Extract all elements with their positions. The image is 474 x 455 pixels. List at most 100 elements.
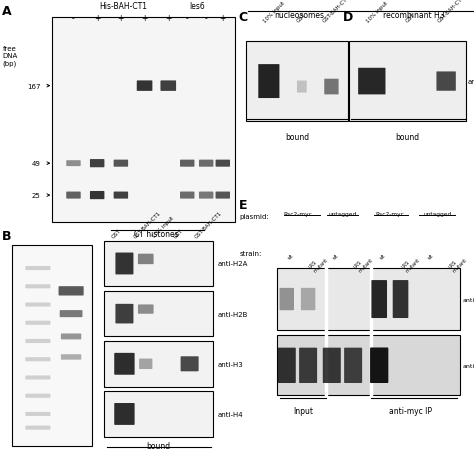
Text: +: + (219, 14, 226, 23)
Text: +: + (141, 14, 148, 23)
Text: +: + (165, 14, 172, 23)
FancyBboxPatch shape (301, 288, 315, 311)
Text: GST-BAH-CT1: GST-BAH-CT1 (133, 210, 162, 239)
FancyBboxPatch shape (25, 339, 51, 343)
FancyBboxPatch shape (372, 280, 387, 318)
Text: +: + (94, 14, 100, 23)
Text: bound: bound (147, 441, 171, 450)
FancyBboxPatch shape (180, 192, 194, 199)
FancyBboxPatch shape (370, 348, 388, 383)
FancyBboxPatch shape (180, 160, 194, 167)
Text: 25: 25 (32, 192, 40, 199)
FancyBboxPatch shape (115, 253, 133, 275)
Text: untagged: untagged (328, 212, 356, 217)
Text: LRS
mutant: LRS mutant (353, 253, 374, 273)
FancyBboxPatch shape (160, 81, 176, 91)
FancyBboxPatch shape (277, 268, 460, 330)
Text: A: A (2, 5, 12, 18)
FancyBboxPatch shape (181, 357, 199, 371)
Text: 10% input: 10% input (365, 0, 389, 24)
FancyBboxPatch shape (90, 192, 104, 200)
FancyBboxPatch shape (25, 285, 51, 289)
Text: D: D (343, 11, 353, 24)
Text: 10% input: 10% input (262, 0, 285, 24)
Text: wt: wt (427, 253, 434, 260)
Text: LRS
mutant: LRS mutant (401, 253, 421, 273)
FancyBboxPatch shape (258, 65, 280, 99)
FancyBboxPatch shape (216, 192, 230, 199)
FancyBboxPatch shape (25, 426, 51, 430)
FancyBboxPatch shape (66, 161, 81, 167)
FancyBboxPatch shape (115, 304, 133, 324)
FancyBboxPatch shape (278, 348, 296, 383)
FancyBboxPatch shape (61, 354, 82, 360)
FancyBboxPatch shape (297, 81, 307, 93)
FancyBboxPatch shape (280, 288, 294, 311)
Text: E: E (239, 198, 248, 211)
FancyBboxPatch shape (25, 303, 51, 307)
FancyBboxPatch shape (138, 254, 154, 265)
Text: Input: Input (293, 406, 313, 415)
Text: B: B (2, 230, 12, 243)
Text: -: - (205, 14, 208, 23)
Text: anti-H3: anti-H3 (218, 361, 244, 367)
FancyBboxPatch shape (344, 348, 362, 383)
FancyBboxPatch shape (59, 287, 83, 296)
FancyBboxPatch shape (358, 69, 385, 95)
FancyBboxPatch shape (139, 359, 152, 369)
FancyBboxPatch shape (392, 280, 408, 318)
Text: bound: bound (396, 133, 419, 142)
FancyBboxPatch shape (104, 341, 213, 387)
Text: bound: bound (285, 133, 310, 142)
Text: GST: GST (173, 228, 184, 239)
FancyBboxPatch shape (12, 246, 92, 446)
FancyBboxPatch shape (349, 42, 466, 122)
Text: GST-BAH-CT1: GST-BAH-CT1 (194, 210, 224, 239)
FancyBboxPatch shape (25, 358, 51, 361)
FancyBboxPatch shape (216, 160, 230, 167)
Text: GST: GST (405, 12, 416, 24)
Text: GST: GST (296, 12, 308, 24)
Text: -: - (186, 14, 189, 23)
FancyBboxPatch shape (437, 72, 456, 91)
FancyBboxPatch shape (137, 81, 152, 91)
Text: plasmid:: plasmid: (239, 214, 269, 220)
Text: anti-myc: anti-myc (462, 297, 474, 302)
Text: anti-H2A: anti-H2A (218, 261, 248, 267)
FancyBboxPatch shape (90, 160, 104, 168)
Text: anti-myc IP: anti-myc IP (389, 406, 431, 415)
Text: wt: wt (379, 253, 387, 260)
FancyBboxPatch shape (104, 241, 213, 287)
Text: nucleosomes: nucleosomes (274, 11, 325, 20)
Text: CT histones: CT histones (134, 230, 179, 239)
Text: anti-H4: anti-H4 (353, 79, 379, 85)
Text: GST: GST (111, 228, 123, 239)
FancyBboxPatch shape (61, 334, 82, 339)
Text: recombinant H3: recombinant H3 (383, 11, 445, 20)
Text: 10% input: 10% input (152, 216, 175, 239)
FancyBboxPatch shape (299, 348, 317, 383)
FancyBboxPatch shape (370, 348, 388, 383)
FancyBboxPatch shape (25, 375, 51, 379)
Text: 167: 167 (27, 83, 40, 90)
FancyBboxPatch shape (199, 160, 213, 167)
Text: wt: wt (287, 253, 294, 260)
Text: anti-H2A: anti-H2A (462, 363, 474, 368)
Text: GST-BAH-CT1: GST-BAH-CT1 (322, 0, 352, 24)
Text: LRS
mutant: LRS mutant (308, 253, 328, 273)
FancyBboxPatch shape (114, 192, 128, 199)
FancyBboxPatch shape (25, 267, 51, 270)
Text: anti-H4: anti-H4 (218, 411, 244, 417)
FancyBboxPatch shape (246, 42, 348, 122)
Text: His-BAH-CT1: His-BAH-CT1 (99, 2, 147, 11)
Text: les6: les6 (189, 2, 205, 11)
Text: LRS
mutant: LRS mutant (448, 253, 468, 273)
FancyBboxPatch shape (25, 394, 51, 398)
Text: anti-H2B: anti-H2B (218, 311, 248, 317)
Text: -: - (72, 14, 75, 23)
FancyBboxPatch shape (66, 192, 81, 199)
Text: untagged: untagged (423, 212, 451, 217)
FancyBboxPatch shape (104, 291, 213, 337)
FancyBboxPatch shape (199, 192, 213, 199)
FancyBboxPatch shape (138, 305, 154, 314)
